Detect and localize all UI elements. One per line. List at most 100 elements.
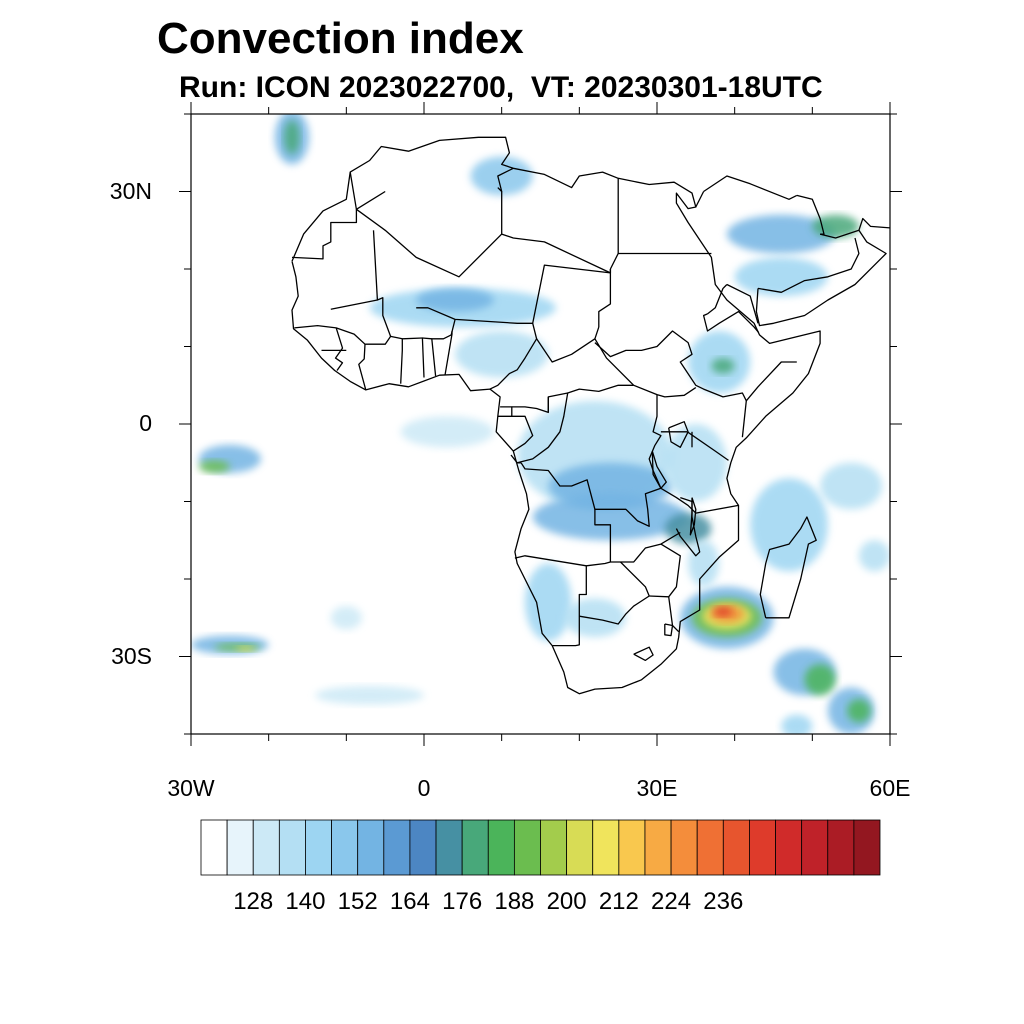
colorbar-swatch (435, 819, 463, 876)
colorbar-swatch (566, 819, 594, 876)
boundary-line (703, 175, 798, 200)
colorbar-swatch (513, 819, 541, 876)
boundary-line (579, 561, 650, 625)
colorbar-swatch (749, 819, 776, 876)
convection-area-south-atlantic-streak (315, 685, 424, 705)
colorbar-swatch (644, 819, 672, 876)
convection-field-layer (191, 114, 890, 734)
colorbar-swatch (853, 819, 881, 876)
colorbar-label: 176 (442, 888, 483, 915)
convection-area-madagascar (750, 478, 828, 572)
convection-area-indian-ocean-north (858, 540, 890, 572)
colorbar-label: 152 (337, 888, 378, 915)
boundary-line (349, 171, 386, 210)
boundary-line (330, 299, 378, 310)
convection-area-yemen-oman (734, 257, 828, 297)
plot-title: Convection index (157, 14, 524, 63)
boundary-line (651, 450, 667, 489)
boundary-line (668, 421, 689, 448)
colorbar-label: 188 (494, 888, 535, 915)
convection-area-mediterranean-west-core (284, 120, 300, 155)
convection-area-indian-ocean-east (820, 462, 883, 510)
convection-area-botswana (563, 598, 626, 638)
colorbar-swatch (226, 819, 254, 876)
convection-area-atlantic-central (330, 606, 362, 630)
colorbar-label: 212 (598, 888, 639, 915)
boundary-line (689, 497, 697, 536)
colorbar-swatch (618, 819, 646, 876)
colorbar-label: 224 (651, 888, 692, 915)
colorbar-swatch (305, 819, 332, 876)
boundary-line (664, 623, 674, 637)
boundary-line (334, 327, 344, 371)
colorbar-swatch (461, 819, 489, 876)
lon-tick-label: 60E (869, 775, 911, 801)
boundary-line (416, 264, 612, 324)
lat-tick-label: 30N (109, 177, 152, 204)
boundary-line (702, 310, 760, 334)
boundary-line (444, 331, 453, 376)
boundary-line (633, 384, 697, 398)
boundary-line (598, 269, 612, 328)
country-borders (291, 136, 890, 695)
convection-area-libya-north (470, 156, 533, 196)
boundary-line (649, 543, 681, 598)
lon-tick-label: 30E (636, 775, 678, 801)
colorbar-swatch (278, 819, 306, 876)
boundary-line (594, 326, 600, 340)
colorbar-label: 236 (703, 888, 744, 915)
colorbar-swatch (592, 819, 620, 876)
boundary-line (511, 415, 534, 452)
colorbar-swatch (409, 819, 437, 876)
colorbar-swatch (775, 819, 803, 876)
colorbar-swatch (801, 819, 829, 876)
colorbar-label: 164 (389, 888, 430, 915)
lat-tick-label: 0 (139, 410, 152, 436)
boundary-line (431, 319, 456, 376)
colorbar-label: 140 (285, 888, 326, 915)
colorbar-swatch (670, 819, 698, 876)
boundary-line (372, 230, 392, 337)
boundary-line (660, 487, 739, 514)
boundary-line (501, 233, 611, 274)
colorbar (200, 819, 881, 876)
convection-area-tanzania (664, 424, 727, 502)
boundary-line (497, 167, 514, 192)
boundary-line (757, 237, 860, 293)
convection-area-red-sea-saudi (726, 214, 836, 254)
convection-area-mozambique-red (713, 606, 733, 617)
convection-area-nigeria-cameroon (455, 331, 549, 378)
convection-area-namibia (524, 563, 572, 641)
axis-ticks (179, 102, 902, 746)
colorbar-swatch (383, 819, 411, 876)
convection-area-south-atlantic-band-yellow (236, 646, 255, 652)
colorbar-swatch (827, 819, 855, 876)
colorbar-swatch (696, 819, 724, 876)
convection-area-angola-zambia (532, 493, 689, 541)
convection-area-south-indian-green (804, 664, 836, 696)
boundary-line (726, 283, 759, 324)
lat-tick-label: 30S (111, 642, 152, 669)
boundary-line (400, 337, 423, 384)
boundary-line (514, 555, 587, 567)
colorbar-swatch (357, 819, 385, 876)
convection-area-atlantic-equator-core (198, 460, 230, 473)
boundary-line (520, 462, 596, 510)
colorbar-swatch (331, 819, 359, 876)
boundary-line (567, 384, 634, 394)
lon-tick-label: 0 (417, 775, 431, 801)
colorbar-swatch (722, 819, 750, 876)
colorbar-label: 128 (233, 888, 274, 915)
colorbar-swatch (200, 819, 228, 876)
convection-area-malawi (664, 513, 712, 545)
convection-area-east-africa-coast (688, 540, 720, 587)
boundary-line (796, 194, 825, 235)
lon-tick-label: 30W (167, 775, 215, 801)
boundary-line (741, 400, 747, 438)
boundary-line (291, 209, 358, 260)
boundary-line (633, 646, 654, 662)
colorbar-label: 200 (546, 888, 587, 915)
boundary-line (707, 284, 728, 315)
convection-area-south-indian-south-core (847, 699, 871, 723)
